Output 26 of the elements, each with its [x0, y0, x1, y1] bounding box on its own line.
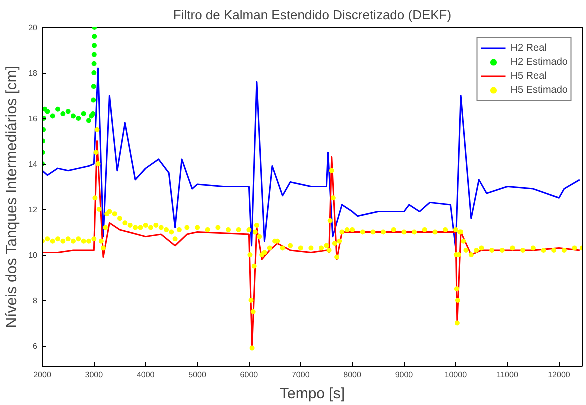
x-tick-label: 3000 [85, 370, 104, 380]
legend-label: H5 Estimado [510, 84, 568, 97]
x-tick-label: 12000 [548, 370, 571, 380]
y-tick-label: 18 [28, 69, 38, 78]
y-tick-label: 14 [28, 160, 38, 170]
x-tick-label: 10000 [444, 370, 468, 380]
x-tick-label: 6000 [240, 370, 259, 380]
y-tick-label: 6 [33, 342, 38, 352]
x-tick-label: 11000 [496, 370, 519, 380]
y-tick-label: 20 [28, 24, 38, 32]
x-tick-label: 9000 [395, 370, 414, 380]
chart-title: Filtro de Kalman Estendido Discretizado (DEKF) [173, 8, 452, 22]
legend-label: H2 Estimado [510, 56, 568, 69]
x-axis-title: Tempo [s] [280, 386, 346, 402]
y-axis-title: Níveis dos Tanques Intermediários [cm] [4, 66, 21, 328]
legend-label: H2 Real [510, 42, 547, 55]
legend-label: H5 Real [510, 70, 547, 83]
x-tick-label: 7000 [292, 370, 310, 380]
x-tick-label: 8000 [344, 370, 362, 380]
y-tick-label: 10 [28, 251, 38, 260]
x-tick-label: 2000 [34, 370, 52, 380]
y-tick-label: 16 [28, 114, 38, 124]
y-tick-label: 12 [28, 206, 38, 215]
y-tick-label: 8 [33, 296, 38, 306]
x-tick-label: 4000 [136, 370, 156, 380]
x-tick-label: 5000 [188, 370, 207, 380]
